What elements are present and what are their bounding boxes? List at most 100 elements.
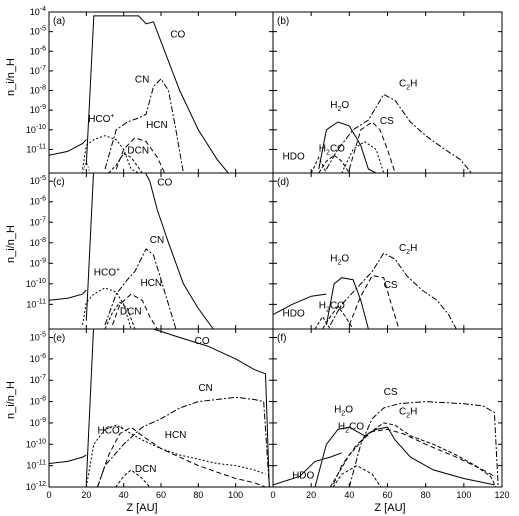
series-dcn bbox=[108, 152, 143, 173]
series-label: HCO+ bbox=[98, 425, 124, 437]
x-tick-label: 0 bbox=[270, 490, 275, 500]
y-tick-label: 10-6 bbox=[30, 353, 46, 364]
series-label: CO bbox=[157, 177, 172, 188]
y-tick-label: 10-5 bbox=[30, 332, 46, 343]
y-tick-label: 10-8 bbox=[30, 396, 46, 407]
series-label: H2CO bbox=[319, 143, 345, 156]
series-label: HCO+ bbox=[88, 113, 114, 125]
series-label: HDO bbox=[292, 470, 314, 481]
series-label: CO bbox=[195, 336, 210, 347]
panel-curves-5 bbox=[49, 329, 270, 487]
series-h2co bbox=[322, 305, 354, 329]
series-label: HCN bbox=[165, 430, 187, 441]
series-dcn bbox=[104, 301, 136, 329]
data-curves bbox=[49, 15, 499, 487]
series-hcn bbox=[115, 137, 166, 173]
series-h2co bbox=[318, 154, 350, 173]
x-tick-label: 80 bbox=[421, 490, 431, 500]
y-tick-label: 10-4 bbox=[30, 6, 46, 17]
series-hco-inner bbox=[82, 159, 91, 173]
y-tick-label: 10-7 bbox=[30, 374, 46, 385]
panel-curves-3 bbox=[49, 173, 214, 329]
series-label: CS bbox=[384, 280, 398, 291]
panel-frame-5 bbox=[48, 328, 274, 488]
series-label: C2H bbox=[399, 406, 417, 419]
series-c2h bbox=[329, 252, 457, 329]
x-axis-title-right: Z [AU] bbox=[374, 502, 405, 514]
panel-tag: (d) bbox=[277, 177, 289, 188]
x-tick-label: 100 bbox=[228, 490, 243, 500]
series-label: H2O bbox=[330, 253, 349, 266]
x-tick-label: 80 bbox=[193, 490, 203, 500]
series-cn bbox=[104, 248, 177, 329]
series-dcn bbox=[115, 469, 151, 487]
series-label: DCN bbox=[120, 307, 142, 318]
y-tick-label: 10-10 bbox=[26, 278, 46, 289]
panel-tag: (e) bbox=[53, 333, 65, 344]
y-tick-label: 10-11 bbox=[26, 298, 46, 309]
series-label: CN bbox=[150, 235, 164, 246]
series-label: HCN bbox=[146, 120, 168, 131]
axis-ticks: 10-4 10-5 10-6 10-7 10-8 10-9 10-10 10-11 10-5 10… bbox=[26, 6, 510, 500]
series-label: C2H bbox=[399, 79, 417, 92]
series-co bbox=[85, 173, 214, 329]
x-tick-label: 20 bbox=[81, 490, 91, 500]
series-cs bbox=[348, 121, 396, 173]
y-tick-label: 10-12 bbox=[26, 481, 46, 492]
series-label: H2O bbox=[334, 404, 353, 417]
series-label: CS bbox=[384, 387, 398, 398]
y-tick-label: 10-10 bbox=[26, 438, 46, 449]
series-hdo bbox=[332, 465, 382, 487]
panel-frame-4 bbox=[272, 172, 503, 330]
y-tick-label: 10-8 bbox=[30, 237, 46, 248]
series-label: HDO bbox=[283, 309, 305, 320]
x-tick-label: 40 bbox=[344, 490, 354, 500]
baseline-curve bbox=[49, 289, 87, 301]
y-tick-label: 10-5 bbox=[30, 26, 46, 37]
series-h2co bbox=[331, 428, 495, 487]
panel-curves-4 bbox=[273, 252, 457, 329]
series-label: CN bbox=[135, 75, 149, 86]
series-labels: CO CN HCO+ HCN DCN (a) C2H H2O CS H2CO HDO (b) CO CN H… bbox=[53, 16, 417, 481]
series-label: DCN bbox=[135, 464, 157, 475]
series-label: HCO+ bbox=[94, 267, 120, 279]
x-tick-label: 60 bbox=[156, 490, 166, 500]
series-hcn bbox=[112, 293, 158, 329]
series-h2o bbox=[325, 277, 369, 329]
series-hco- bbox=[82, 135, 139, 173]
series-label: H2CO bbox=[319, 300, 345, 313]
baseline-curve bbox=[273, 452, 342, 486]
y-axis-title-top: n_i/n_H bbox=[5, 58, 17, 96]
x-axis-title-left: Z [AU] bbox=[126, 502, 157, 514]
y-axis-title-bot: n_i/n_H bbox=[5, 381, 17, 419]
x-tick-label: 120 bbox=[494, 490, 509, 500]
baseline-curve bbox=[49, 454, 87, 464]
y-tick-label: 10-6 bbox=[30, 196, 46, 207]
panel-tag: (b) bbox=[277, 16, 289, 27]
y-tick-label: 10-11 bbox=[26, 143, 46, 154]
series-label: CO bbox=[170, 30, 185, 41]
baseline-curve bbox=[273, 293, 327, 316]
panel-tag: (a) bbox=[53, 16, 65, 27]
series-cs2 bbox=[341, 140, 385, 173]
series-h2o bbox=[314, 426, 495, 487]
y-tick-label: 10-7 bbox=[30, 65, 46, 76]
series-label: DCN bbox=[127, 145, 149, 156]
series-label: HDO bbox=[283, 151, 305, 162]
panel-curves-2 bbox=[310, 93, 472, 173]
series-cs bbox=[348, 401, 499, 487]
panel-tag: (f) bbox=[277, 333, 286, 344]
y-tick-label: 10-9 bbox=[30, 417, 46, 428]
panel-frames bbox=[48, 11, 503, 488]
series-co bbox=[85, 15, 229, 173]
series-label: CN bbox=[198, 383, 212, 394]
y-tick-label: 10-8 bbox=[30, 85, 46, 96]
series-cn bbox=[104, 77, 184, 173]
baseline-curve bbox=[49, 139, 87, 156]
panel-frame-6 bbox=[272, 328, 503, 488]
series-h2o bbox=[318, 121, 377, 173]
panel-curves-1 bbox=[49, 15, 229, 173]
y-tick-label: 10-7 bbox=[30, 216, 46, 227]
x-tick-label: 60 bbox=[382, 490, 392, 500]
x-tick-label: 20 bbox=[306, 490, 316, 500]
